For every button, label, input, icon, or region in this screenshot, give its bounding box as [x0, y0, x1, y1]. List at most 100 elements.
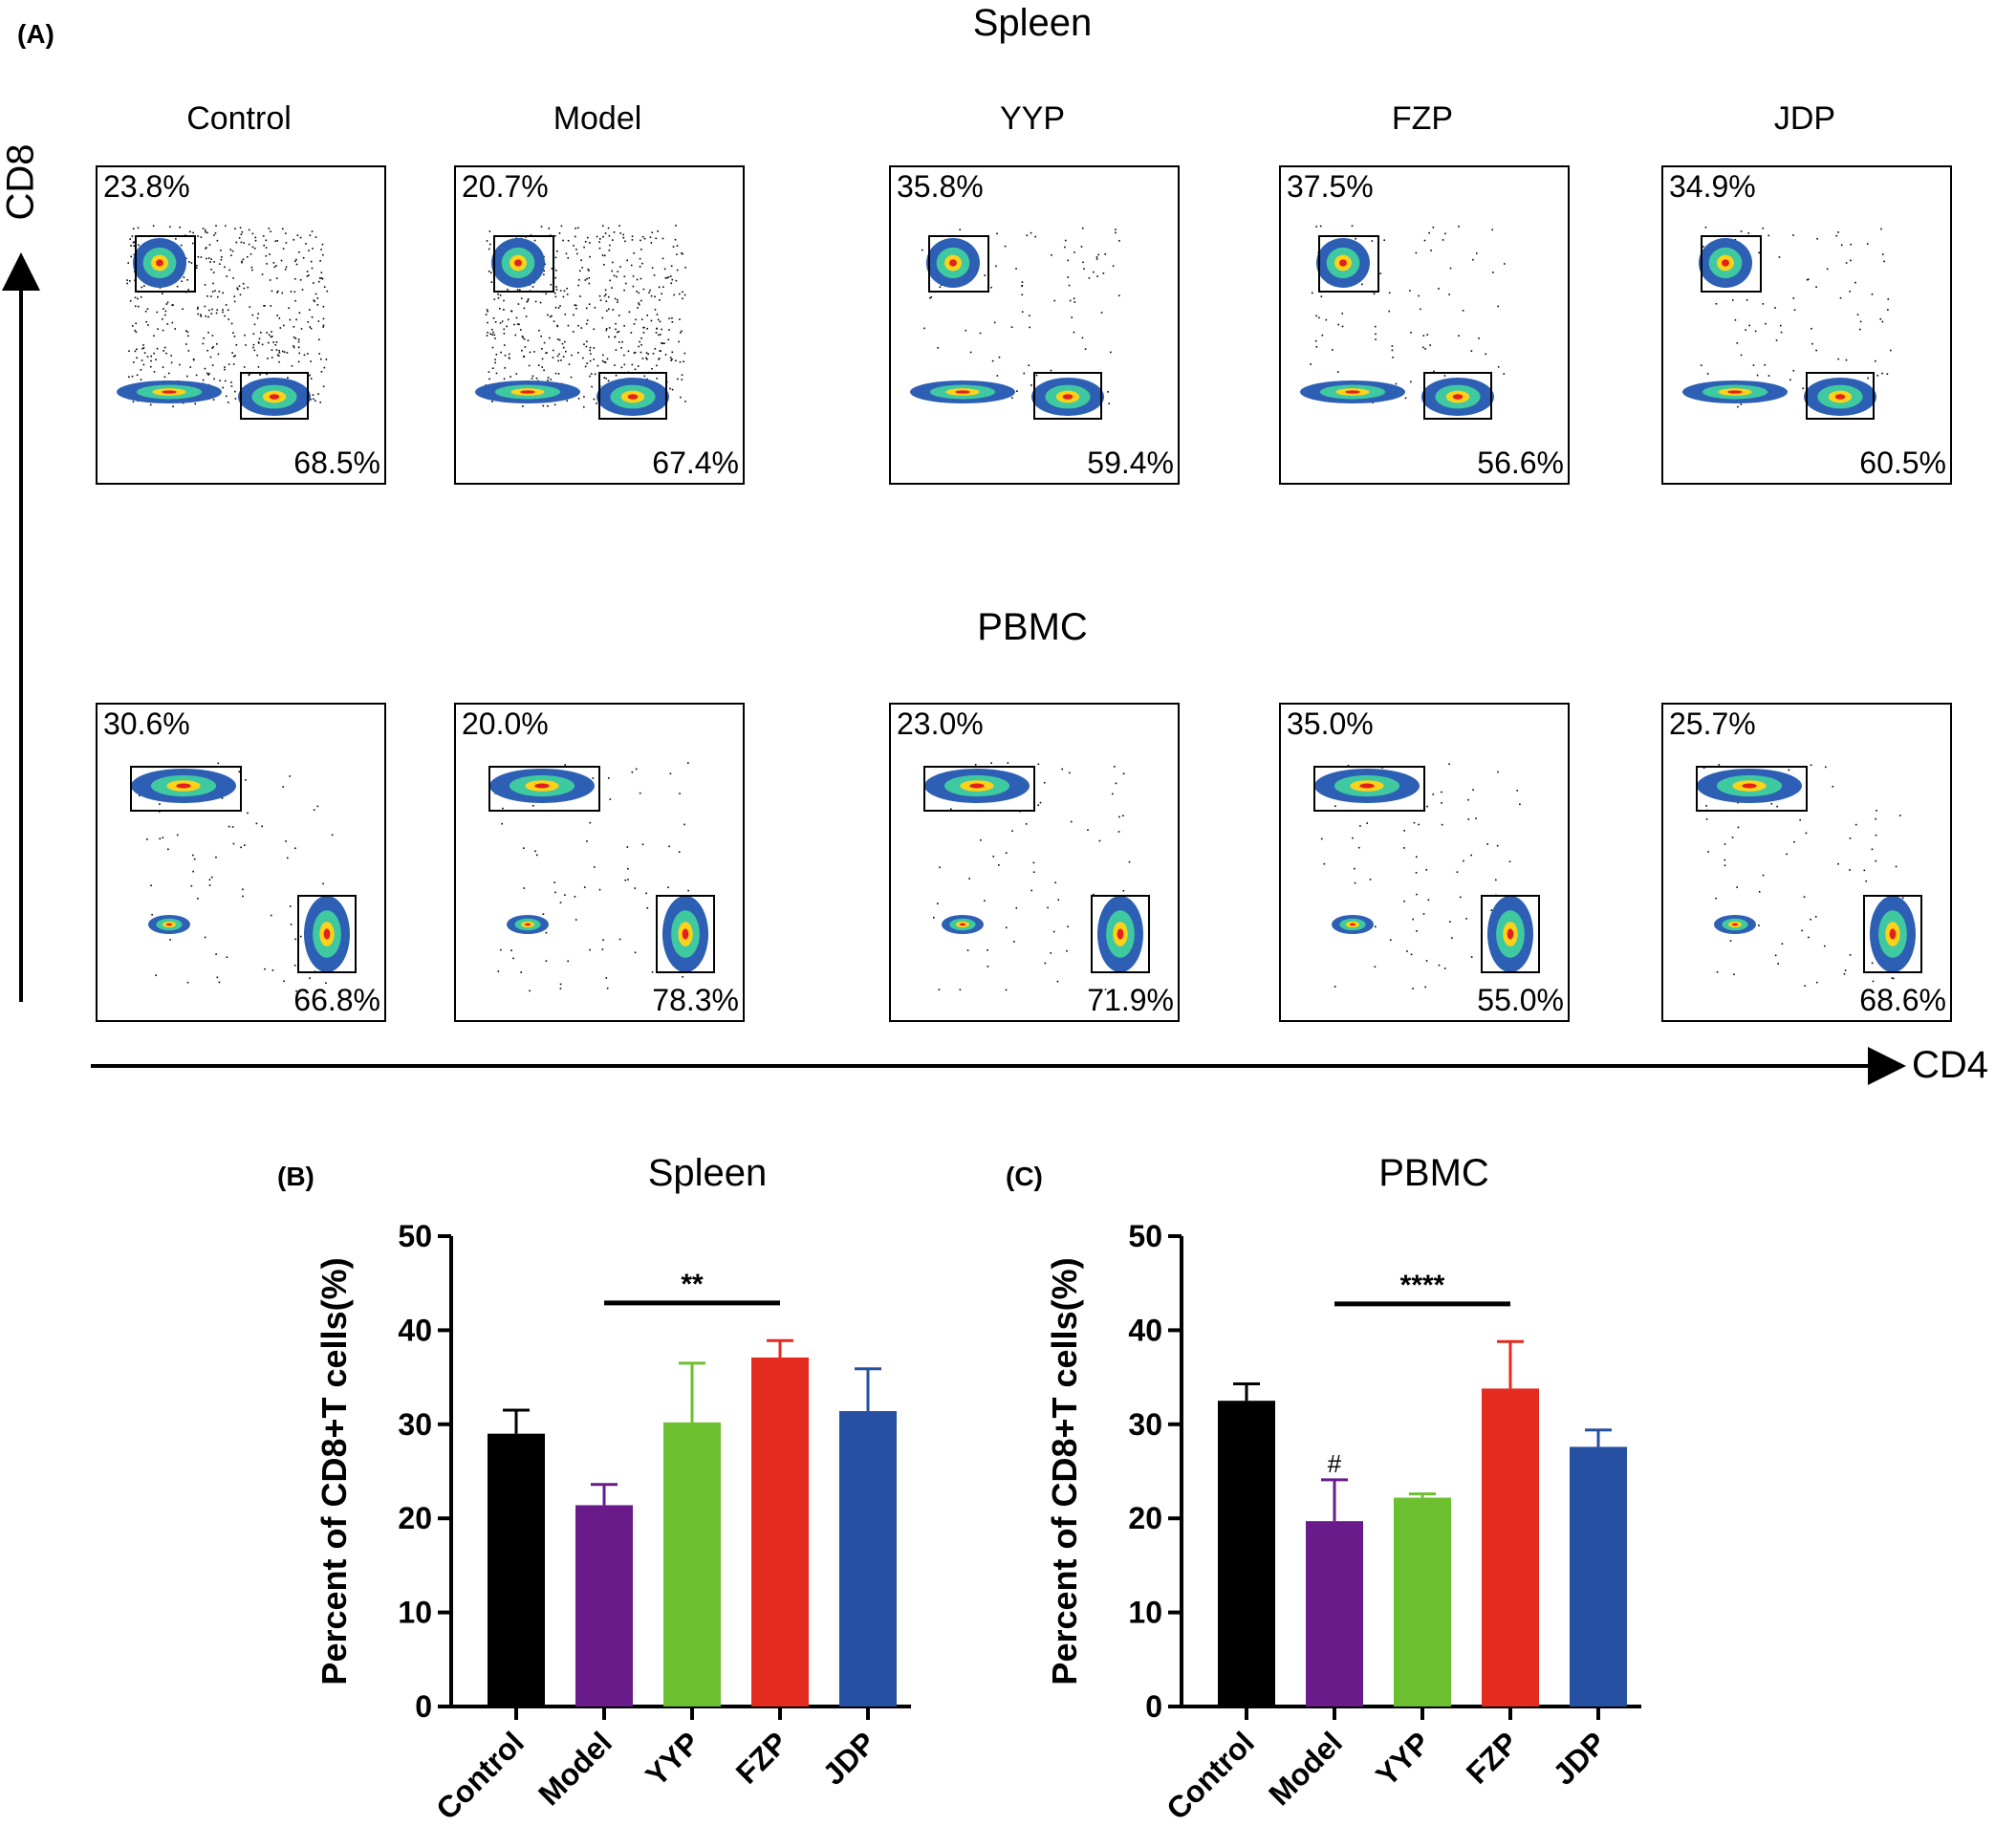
event-dot [1716, 970, 1719, 973]
event-dot [619, 266, 621, 268]
event-dot [129, 299, 132, 302]
event-dot [163, 350, 164, 352]
event-dot [237, 288, 239, 291]
event-dot [990, 286, 992, 289]
event-dot [638, 303, 640, 306]
event-dot [626, 846, 629, 848]
event-dot [165, 352, 167, 355]
event-dot [554, 256, 557, 259]
x-tick-label: JDP [1546, 1725, 1612, 1791]
event-dot [1460, 896, 1462, 899]
event-dot [487, 331, 488, 334]
event-dot [634, 887, 637, 889]
event-dot [295, 989, 297, 992]
event-dot [318, 277, 321, 279]
event-dot [1519, 803, 1521, 806]
event-dot [939, 866, 941, 869]
event-dot [1491, 228, 1494, 231]
event-dot [1354, 867, 1355, 870]
event-dot [294, 299, 296, 302]
event-dot [664, 276, 667, 279]
event-dot [543, 369, 545, 372]
event-dot [520, 971, 522, 973]
event-dot [243, 366, 246, 368]
event-dot [1415, 872, 1418, 874]
event-dot [153, 335, 155, 337]
density-blob-layer-3 [1062, 394, 1073, 400]
event-dot [586, 236, 589, 239]
density-blob-layer-3 [524, 923, 531, 926]
event-dot [929, 296, 931, 299]
event-dot [297, 338, 300, 340]
event-dot [1740, 354, 1743, 357]
event-dot [602, 235, 604, 238]
event-dot [1733, 973, 1735, 975]
event-dot [1053, 299, 1056, 302]
event-dot [486, 335, 488, 337]
event-dot [598, 241, 600, 243]
flow-column-title: FZP [1391, 100, 1454, 137]
event-dot [1876, 374, 1879, 377]
event-dot [166, 301, 169, 304]
density-blob-layer-3 [1889, 928, 1897, 940]
event-dot [261, 825, 263, 828]
event-dot [242, 888, 244, 891]
event-dot [227, 402, 229, 403]
event-dot [314, 293, 317, 295]
event-dot [231, 250, 234, 252]
event-dot [669, 772, 672, 775]
event-dot [1071, 316, 1073, 318]
density-blob-layer-3 [627, 394, 639, 400]
event-dot [921, 249, 923, 251]
event-dot [1355, 237, 1357, 240]
event-dot [558, 232, 561, 234]
event-dot [1005, 989, 1008, 991]
event-dot [605, 328, 608, 330]
event-dot [654, 309, 657, 311]
event-dot [277, 355, 280, 357]
event-dot [675, 359, 677, 362]
event-dot [169, 939, 171, 941]
event-dot [564, 350, 567, 353]
event-dot [254, 236, 257, 239]
event-dot [677, 378, 679, 380]
event-dot [275, 341, 278, 343]
event-dot [1775, 339, 1778, 341]
event-dot [276, 315, 278, 316]
event-dot [1374, 966, 1377, 968]
event-dot [557, 373, 560, 375]
event-dot [1429, 344, 1431, 346]
event-dot [1776, 805, 1778, 808]
event-dot [556, 338, 559, 340]
event-dot [222, 311, 224, 314]
event-dot [567, 960, 569, 963]
event-dot [488, 248, 490, 250]
event-dot [209, 356, 212, 359]
event-dot [170, 355, 172, 357]
event-dot [968, 878, 970, 880]
event-dot [524, 346, 527, 348]
event-dot [578, 278, 580, 281]
event-dot [189, 366, 192, 368]
event-dot [216, 309, 219, 311]
event-dot [1073, 297, 1075, 300]
event-dot [1021, 311, 1024, 314]
event-dot [322, 253, 324, 256]
event-dot [182, 308, 184, 311]
event-dot [638, 302, 640, 304]
event-dot [938, 989, 941, 990]
spleen-cd4-percent: 60.5% [1859, 446, 1946, 480]
event-dot [232, 277, 234, 279]
bar-yyp [663, 1422, 721, 1707]
event-dot [284, 269, 287, 271]
event-dot [1808, 936, 1810, 939]
event-dot [549, 315, 552, 318]
density-blob-layer-3 [534, 783, 550, 789]
significance-label: ** [681, 1269, 704, 1300]
event-dot [490, 272, 492, 274]
event-dot [222, 309, 224, 311]
event-dot [566, 400, 569, 402]
event-dot [509, 358, 510, 359]
event-dot [256, 316, 259, 319]
event-dot [210, 313, 213, 315]
